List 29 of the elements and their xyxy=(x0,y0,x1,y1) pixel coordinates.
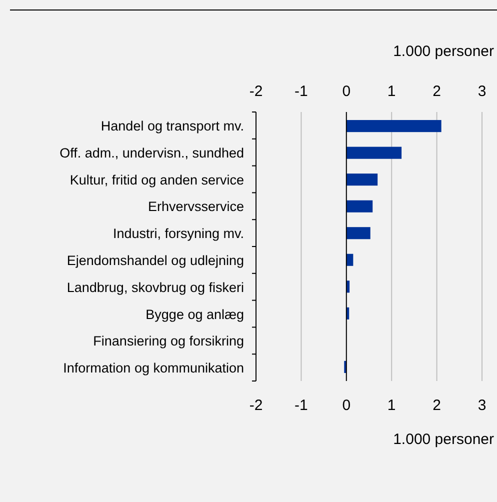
y-tick-label: Finansiering og forsikring xyxy=(93,334,244,349)
bar xyxy=(346,120,442,132)
x2-tick-label: 2 xyxy=(432,397,441,414)
y-tick-label: Bygge og anlæg xyxy=(146,306,244,322)
x-tick-label: 2 xyxy=(432,83,441,100)
x-tick-label: 3 xyxy=(478,83,486,100)
y-tick-label: Kultur, fritid og anden service xyxy=(70,172,244,188)
y-tick-label: Landbrug, skovbrug og fiskeri xyxy=(66,280,244,295)
y-tick-label: Ejendomshandel og udlejning xyxy=(66,252,244,268)
x2-tick-label: 0 xyxy=(342,397,351,414)
x-tick-label: -2 xyxy=(249,83,263,100)
x2-tick-label: 3 xyxy=(478,397,486,414)
y-tick-label: Off. adm., undervisn., sundhed xyxy=(60,145,244,160)
bar xyxy=(346,200,373,212)
y-tick-label: Industri, forsyning mv. xyxy=(112,226,244,242)
x-tick-label: -1 xyxy=(294,83,308,100)
bar xyxy=(346,227,370,240)
y-tick-label: Erhvervsservice xyxy=(148,199,244,214)
x2-tick-label: -2 xyxy=(249,397,263,414)
x2-tick-label: 1 xyxy=(387,397,396,414)
x2-axis-title: 1.000 personer xyxy=(393,43,494,60)
bar xyxy=(346,174,378,186)
y-tick-label: Handel og transport mv. xyxy=(100,118,244,134)
x-tick-label: 0 xyxy=(342,83,351,100)
x2-tick-label: -1 xyxy=(294,397,308,414)
x-axis-title: 1.000 personer xyxy=(393,431,494,448)
bar xyxy=(346,146,402,159)
x-tick-label: 1 xyxy=(387,83,396,100)
y-tick-label: Information og kommunikation xyxy=(63,360,244,376)
